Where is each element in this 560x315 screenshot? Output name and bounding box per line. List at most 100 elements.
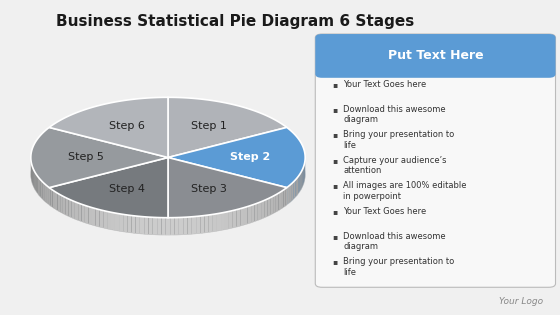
Polygon shape bbox=[99, 209, 103, 228]
Polygon shape bbox=[273, 195, 276, 214]
Text: Your Text Goes here: Your Text Goes here bbox=[343, 80, 427, 89]
Text: ▪: ▪ bbox=[332, 232, 337, 241]
Polygon shape bbox=[60, 195, 63, 214]
Polygon shape bbox=[111, 212, 115, 230]
Polygon shape bbox=[92, 208, 96, 226]
Polygon shape bbox=[287, 158, 305, 205]
Polygon shape bbox=[209, 215, 213, 232]
Polygon shape bbox=[267, 198, 270, 216]
Polygon shape bbox=[240, 208, 244, 226]
Polygon shape bbox=[32, 167, 33, 186]
Polygon shape bbox=[119, 214, 123, 232]
Text: All images are 100% editable
in powerpoint: All images are 100% editable in powerpoi… bbox=[343, 181, 467, 201]
Polygon shape bbox=[53, 190, 55, 209]
Polygon shape bbox=[44, 183, 46, 203]
Text: Step 6: Step 6 bbox=[109, 121, 145, 131]
Polygon shape bbox=[302, 169, 303, 188]
Polygon shape bbox=[72, 200, 75, 219]
Polygon shape bbox=[236, 209, 240, 227]
Text: ▪: ▪ bbox=[332, 257, 337, 266]
Polygon shape bbox=[58, 193, 60, 212]
Polygon shape bbox=[295, 178, 297, 197]
Polygon shape bbox=[75, 202, 78, 220]
Text: ▪: ▪ bbox=[332, 130, 337, 140]
Polygon shape bbox=[132, 215, 136, 233]
Polygon shape bbox=[153, 217, 157, 235]
Polygon shape bbox=[82, 204, 85, 223]
Polygon shape bbox=[66, 198, 69, 216]
Polygon shape bbox=[179, 217, 183, 235]
Polygon shape bbox=[49, 97, 168, 158]
Polygon shape bbox=[88, 207, 92, 225]
Polygon shape bbox=[157, 217, 161, 235]
Polygon shape bbox=[85, 205, 88, 224]
Polygon shape bbox=[136, 216, 140, 234]
Polygon shape bbox=[297, 176, 298, 195]
FancyBboxPatch shape bbox=[315, 34, 556, 287]
Polygon shape bbox=[213, 214, 217, 232]
Polygon shape bbox=[278, 192, 281, 210]
Text: ▪: ▪ bbox=[332, 207, 337, 216]
Text: Step 1: Step 1 bbox=[191, 121, 227, 131]
Polygon shape bbox=[270, 196, 273, 215]
Polygon shape bbox=[298, 175, 300, 194]
Polygon shape bbox=[283, 188, 286, 207]
Polygon shape bbox=[258, 202, 261, 220]
Polygon shape bbox=[290, 183, 292, 203]
Polygon shape bbox=[188, 217, 192, 234]
Polygon shape bbox=[127, 215, 132, 233]
Polygon shape bbox=[244, 207, 248, 225]
Polygon shape bbox=[148, 217, 153, 235]
Polygon shape bbox=[175, 217, 179, 235]
Polygon shape bbox=[69, 199, 72, 218]
Polygon shape bbox=[229, 210, 233, 229]
Polygon shape bbox=[200, 215, 204, 233]
Polygon shape bbox=[55, 192, 58, 210]
Polygon shape bbox=[168, 158, 287, 218]
Polygon shape bbox=[140, 216, 144, 234]
Polygon shape bbox=[39, 178, 41, 197]
Polygon shape bbox=[293, 180, 295, 199]
Polygon shape bbox=[196, 216, 200, 234]
Polygon shape bbox=[41, 180, 43, 199]
Polygon shape bbox=[144, 217, 148, 234]
Polygon shape bbox=[217, 213, 221, 231]
Text: Step 5: Step 5 bbox=[68, 152, 104, 163]
Polygon shape bbox=[36, 175, 38, 194]
Text: ▪: ▪ bbox=[332, 80, 337, 89]
Polygon shape bbox=[31, 158, 49, 205]
Polygon shape bbox=[248, 205, 251, 224]
Polygon shape bbox=[288, 185, 290, 204]
Polygon shape bbox=[107, 211, 111, 230]
Text: Step 3: Step 3 bbox=[191, 184, 227, 194]
Polygon shape bbox=[286, 187, 288, 206]
Polygon shape bbox=[251, 204, 254, 223]
Polygon shape bbox=[221, 212, 225, 230]
FancyBboxPatch shape bbox=[315, 34, 556, 78]
Text: Download this awesome
diagram: Download this awesome diagram bbox=[343, 105, 446, 124]
Ellipse shape bbox=[31, 115, 305, 235]
Polygon shape bbox=[96, 209, 99, 227]
Polygon shape bbox=[38, 176, 39, 195]
Polygon shape bbox=[103, 210, 107, 229]
Polygon shape bbox=[303, 167, 304, 186]
Text: Step 2: Step 2 bbox=[230, 152, 270, 163]
Polygon shape bbox=[192, 216, 196, 234]
Text: Business Statistical Pie Diagram 6 Stages: Business Statistical Pie Diagram 6 Stage… bbox=[56, 14, 414, 29]
Text: Capture your audience’s
attention: Capture your audience’s attention bbox=[343, 156, 447, 175]
Polygon shape bbox=[31, 127, 168, 188]
Polygon shape bbox=[168, 188, 287, 235]
Polygon shape bbox=[49, 188, 168, 235]
Polygon shape bbox=[168, 127, 305, 188]
Text: ▪: ▪ bbox=[332, 181, 337, 190]
Polygon shape bbox=[183, 217, 188, 235]
Polygon shape bbox=[276, 193, 278, 212]
Polygon shape bbox=[281, 190, 283, 209]
Text: Put Text Here: Put Text Here bbox=[388, 49, 483, 62]
Polygon shape bbox=[46, 185, 48, 204]
Text: Your Text Goes here: Your Text Goes here bbox=[343, 207, 427, 216]
Text: ▪: ▪ bbox=[332, 156, 337, 165]
Text: Bring your presentation to
life: Bring your presentation to life bbox=[343, 257, 455, 277]
Polygon shape bbox=[204, 215, 209, 233]
Polygon shape bbox=[233, 209, 236, 228]
